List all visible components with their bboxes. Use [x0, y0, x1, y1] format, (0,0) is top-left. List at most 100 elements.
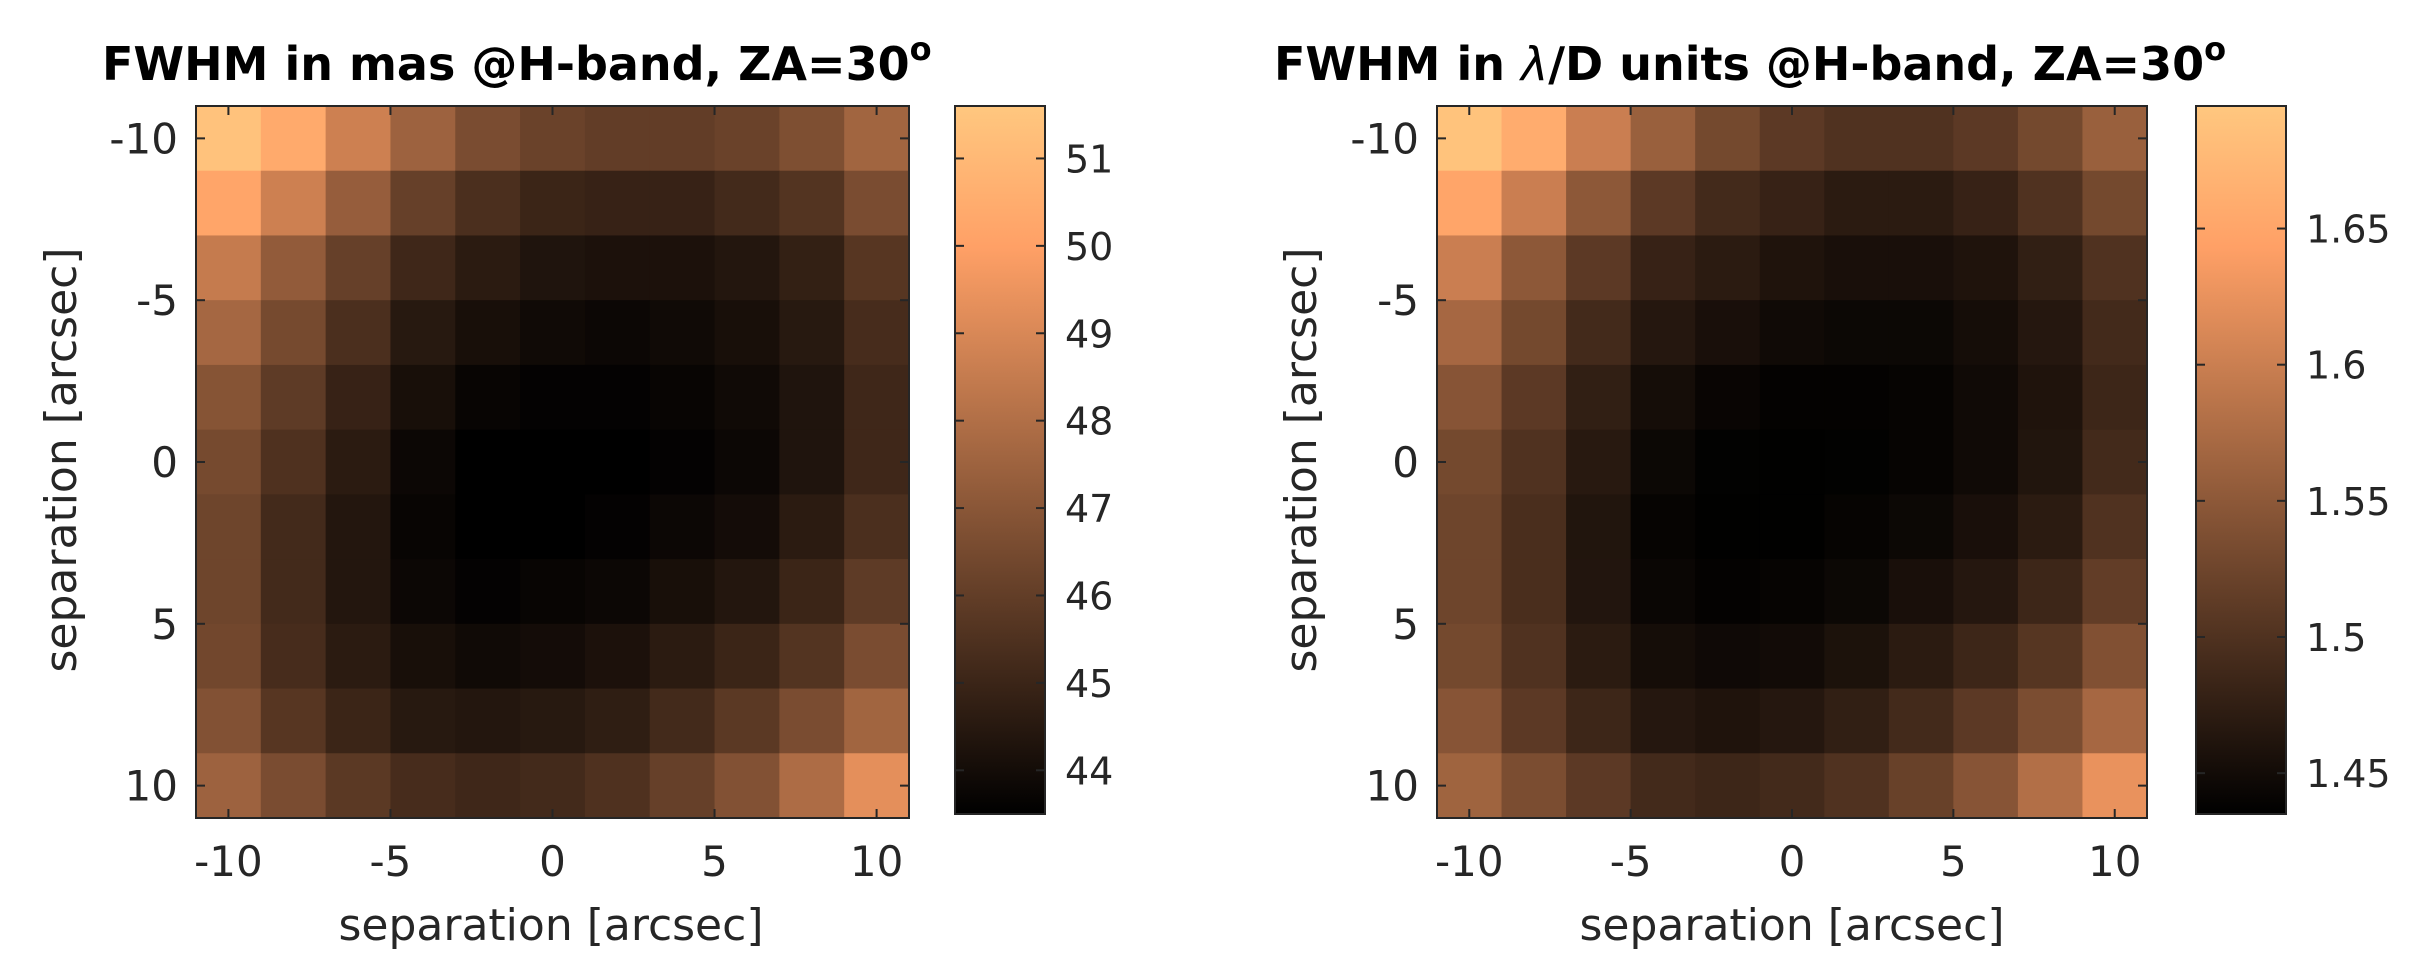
heatmap-cell [325, 559, 392, 625]
heatmap-cell [2082, 688, 2148, 754]
heatmap-cell [455, 429, 521, 495]
heatmap-cell [1630, 559, 1696, 625]
heatmap-cell [2082, 753, 2148, 819]
x-tick-label: -10 [1435, 837, 1504, 886]
heatmap-cell [1953, 688, 2019, 754]
heatmap-cell [1759, 623, 1825, 690]
heatmap-cell [649, 429, 716, 495]
heatmap-cell [1501, 170, 1567, 237]
x-tick-label: 5 [1940, 837, 1967, 886]
heatmap-cell [2082, 429, 2148, 495]
heatmap-cell [1501, 494, 1567, 560]
x-axis-label: separation [arcsec] [338, 900, 763, 951]
heatmap-cell [1759, 170, 1825, 237]
heatmap-cell [1501, 623, 1567, 690]
heatmap-cell [260, 753, 327, 819]
heatmap-cell [714, 559, 780, 625]
heatmap-cell [390, 623, 456, 690]
heatmap-cell [520, 753, 586, 819]
heatmap-cell [2082, 106, 2148, 172]
heatmap-cell [2082, 364, 2148, 431]
heatmap-cell [196, 688, 262, 754]
heatmap-cell [520, 364, 586, 431]
x-tick-label: -5 [370, 837, 412, 886]
heatmap-cell [779, 623, 845, 690]
heatmap-cell [649, 623, 716, 690]
heatmap-cell [260, 429, 327, 495]
heatmap-cell [520, 559, 586, 625]
heatmap-cell [1695, 429, 1761, 495]
heatmap-cell [1630, 300, 1696, 366]
axis-ticks: -10 -5 0 5 10 -10 -5 0 5 10 [1350, 106, 2147, 886]
heatmap-cell [520, 235, 586, 301]
heatmap-cell [1953, 753, 2019, 819]
heatmap-cell [1630, 235, 1696, 301]
heatmap-cell [520, 170, 586, 237]
heatmap-cell [1566, 688, 1632, 754]
heatmap-cell [1824, 429, 1890, 495]
heatmap-cells [196, 106, 910, 819]
heatmap-cell [1630, 106, 1696, 172]
colorbar-tick-label: 1.45 [2306, 752, 2391, 796]
heatmap-cell [584, 559, 651, 625]
heatmap-cell [1888, 300, 1954, 366]
heatmap-cell [779, 106, 845, 172]
heatmap-cell [1824, 559, 1890, 625]
heatmap-cell [844, 106, 910, 172]
heatmap-cell [1759, 559, 1825, 625]
heatmap-cell [584, 429, 651, 495]
heatmap-cell [196, 623, 262, 690]
heatmap-cell [1888, 429, 1954, 495]
heatmap-cell [390, 364, 456, 431]
heatmap-cell [1501, 300, 1567, 366]
heatmap-cell [779, 688, 845, 754]
heatmap-cell [390, 170, 456, 237]
heatmap-cell [390, 235, 456, 301]
heatmap-cell [1824, 300, 1890, 366]
heatmap-cell [260, 559, 327, 625]
y-axis-label: separation [arcsec] [36, 247, 87, 672]
heatmap-cell [390, 753, 456, 819]
heatmap-cell [1824, 170, 1890, 237]
heatmap-cell [1566, 623, 1632, 690]
y-tick-label: 5 [151, 600, 178, 649]
heatmap-cell [584, 688, 651, 754]
heatmap-cell [1501, 559, 1567, 625]
heatmap-cell [260, 235, 327, 301]
heatmap-cell [260, 494, 327, 560]
heatmap-cell [1888, 170, 1954, 237]
heatmap-cell [520, 623, 586, 690]
heatmap-cell [714, 235, 780, 301]
heatmap-cell [1437, 300, 1503, 366]
heatmap-cell [1759, 688, 1825, 754]
y-tick-label: -10 [1350, 114, 1419, 163]
heatmap-cell [520, 106, 586, 172]
heatmap-cell [779, 559, 845, 625]
heatmap-panel-mas: FWHM in mas @H-band, ZA=30o -10 -5 0 5 10-10… [36, 30, 1113, 951]
heatmap-cell [2017, 106, 2084, 172]
heatmap-cell [1566, 235, 1632, 301]
heatmap-cell [1566, 429, 1632, 495]
heatmap-cell [584, 235, 651, 301]
heatmap-cell [1437, 235, 1503, 301]
heatmap-cell [1824, 494, 1890, 560]
heatmap-cell [649, 170, 716, 237]
heatmap-cell [1566, 364, 1632, 431]
heatmap-cell [584, 494, 651, 560]
x-tick-label: 0 [1779, 837, 1806, 886]
heatmap-cell [1953, 300, 2019, 366]
heatmap-cell [779, 753, 845, 819]
heatmap-cell [260, 364, 327, 431]
heatmap-cell [390, 300, 456, 366]
heatmap-cell [1695, 235, 1761, 301]
heatmap-cell [1824, 753, 1890, 819]
heatmap-cell [390, 106, 456, 172]
heatmap-cell [1566, 494, 1632, 560]
heatmap-cell [2082, 559, 2148, 625]
heatmap-cell [1630, 623, 1696, 690]
heatmap-cell [1630, 170, 1696, 237]
heatmap-cell [455, 753, 521, 819]
heatmap-cell [196, 300, 262, 366]
heatmap-cell [844, 364, 910, 431]
heatmap-cell [1888, 364, 1954, 431]
